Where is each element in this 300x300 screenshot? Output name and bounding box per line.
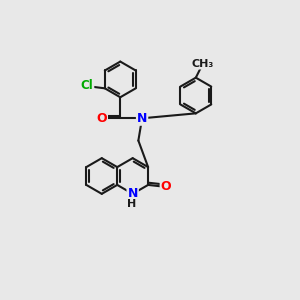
Text: O: O xyxy=(160,180,171,194)
Text: N: N xyxy=(137,112,147,125)
Text: CH₃: CH₃ xyxy=(192,59,214,69)
Text: O: O xyxy=(96,112,107,125)
Text: Cl: Cl xyxy=(81,79,93,92)
Text: H: H xyxy=(127,199,136,209)
Text: N: N xyxy=(128,187,138,200)
